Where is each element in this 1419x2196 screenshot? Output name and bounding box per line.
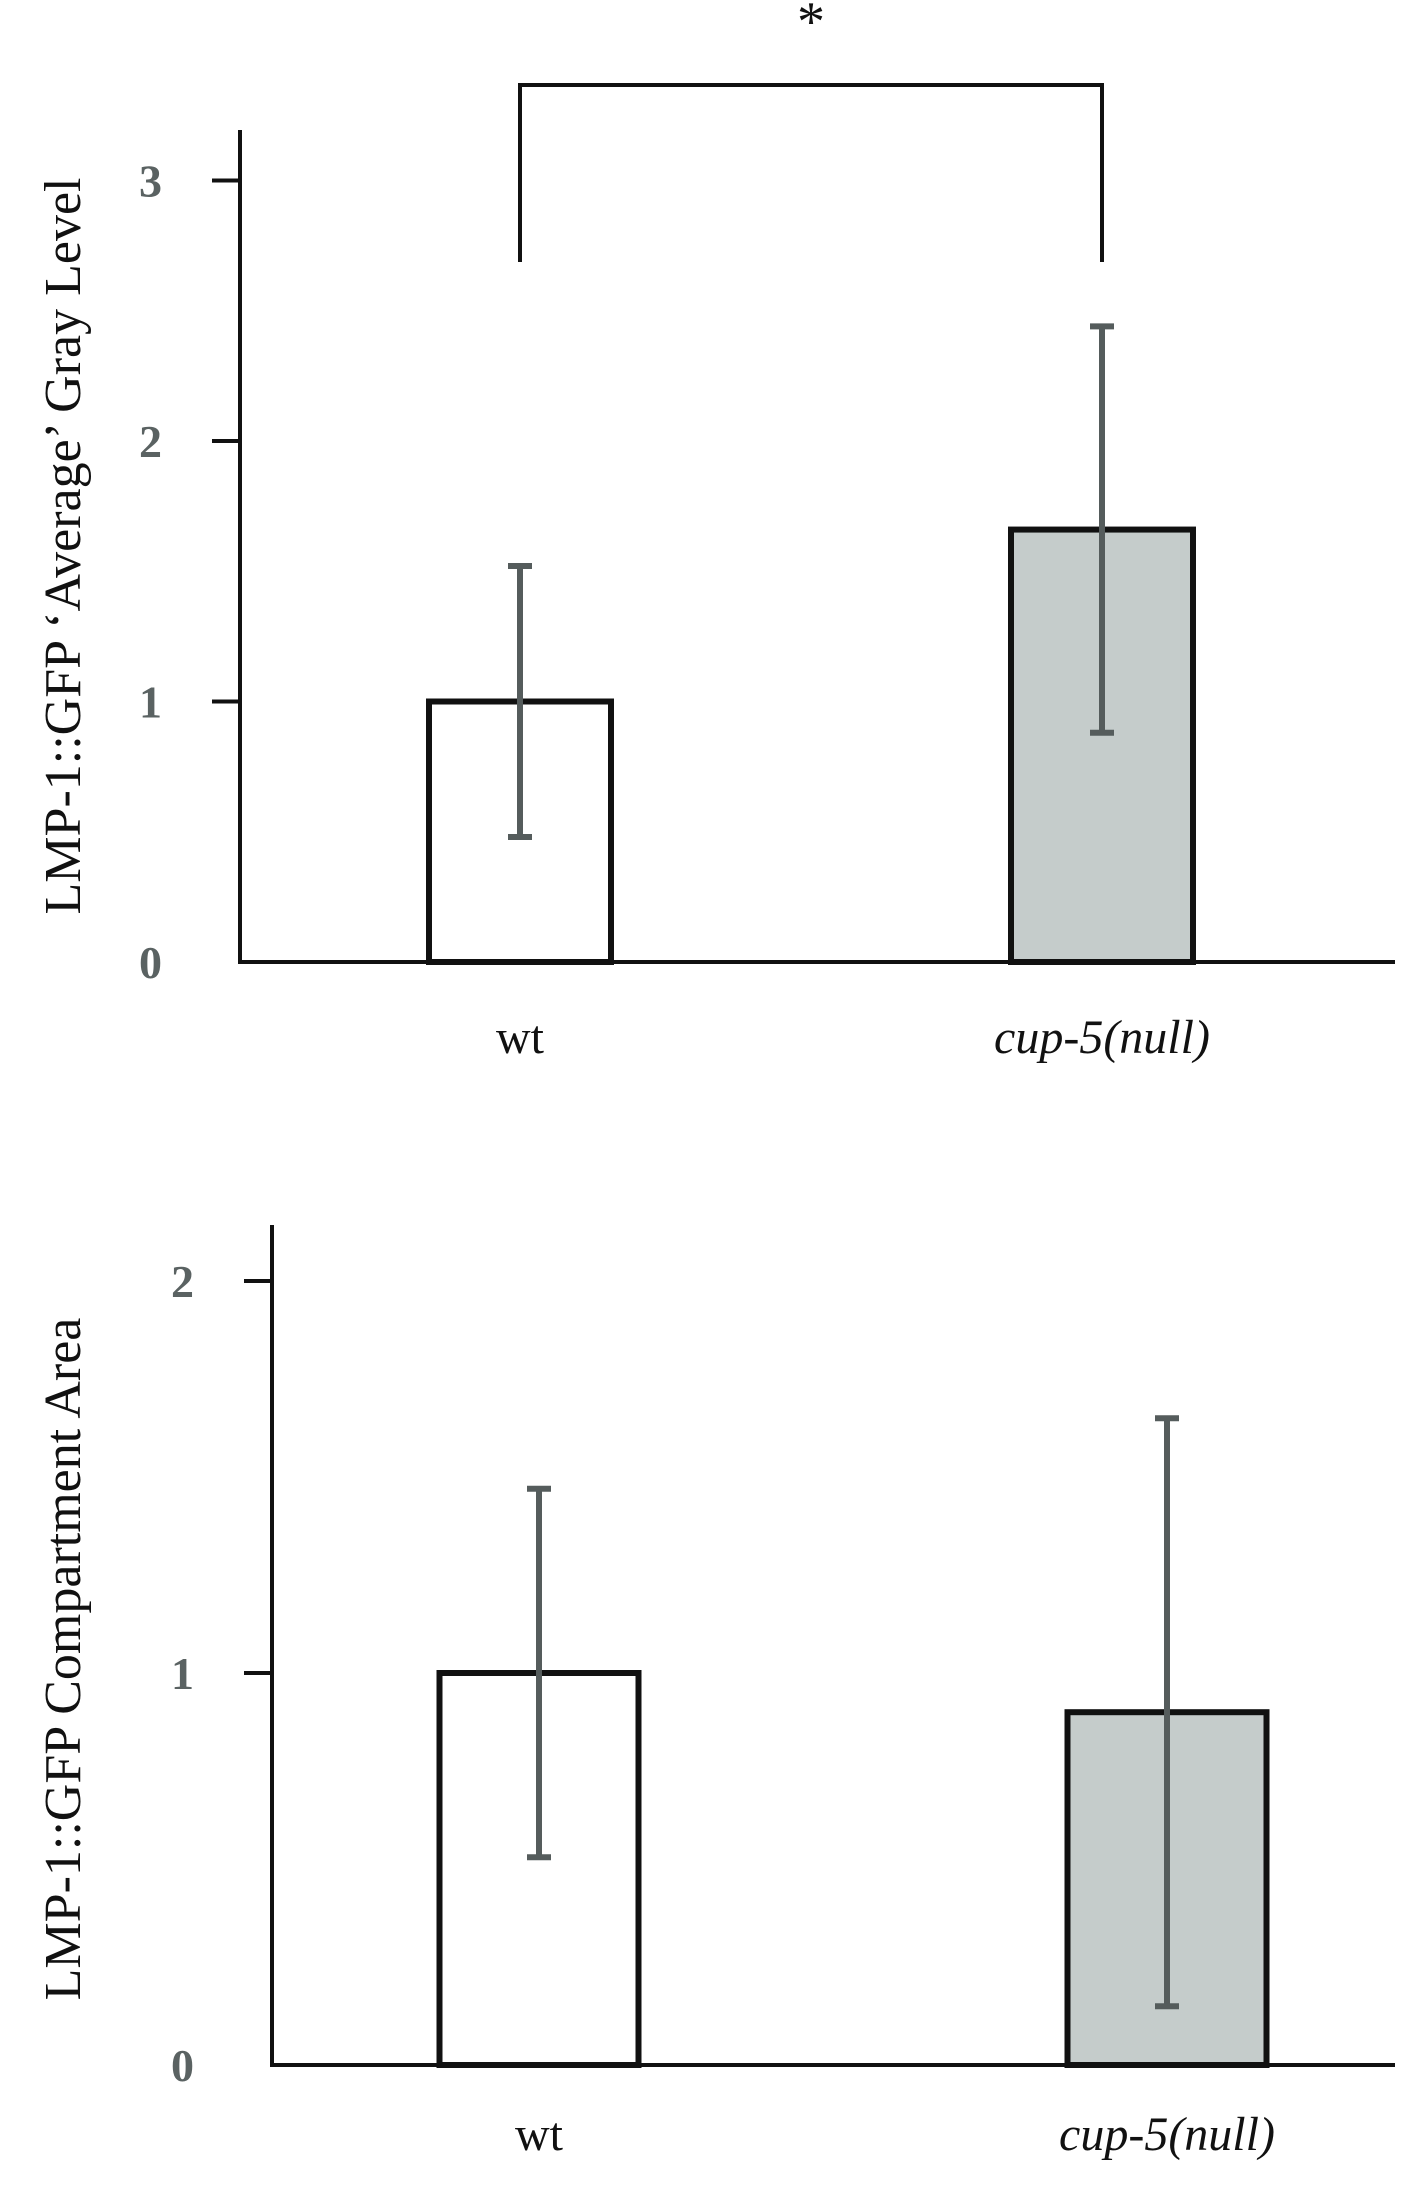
category-label: wt [515,2108,564,2161]
category-label: wt [496,1011,545,1064]
significance-label: * [797,0,825,53]
category-label: cup-5(null) [1059,2108,1275,2161]
y-tick-label: 1 [171,1648,194,1699]
y-tick-label: 3 [139,156,162,207]
category-label: cup-5(null) [994,1011,1210,1064]
y-tick-label: 1 [139,677,162,728]
y-tick-label: 2 [139,416,162,467]
y-axis-label: LMP-1::GFP ‘Average’ Gray Level [35,178,92,915]
y-tick-label: 2 [171,1256,194,1307]
significance-bracket [518,83,1104,262]
y-tick-label: 0 [171,2040,194,2091]
y-tick-label: 0 [139,937,162,988]
y-axis-label: LMP-1::GFP Compartment Area [35,1318,92,2001]
